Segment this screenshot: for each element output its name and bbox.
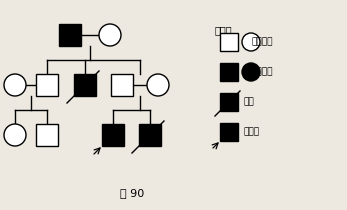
Circle shape bbox=[99, 24, 121, 46]
Bar bbox=[111, 74, 133, 96]
Text: 死亡: 死亡 bbox=[244, 97, 255, 106]
Bar bbox=[74, 74, 96, 96]
Text: 正常男女: 正常男女 bbox=[252, 38, 273, 46]
Text: 先证者: 先证者 bbox=[244, 127, 260, 136]
Bar bbox=[59, 24, 81, 46]
Bar bbox=[220, 123, 238, 141]
Bar bbox=[102, 124, 124, 146]
Bar bbox=[139, 124, 161, 146]
Circle shape bbox=[4, 124, 26, 146]
Bar bbox=[36, 124, 58, 146]
Circle shape bbox=[147, 74, 169, 96]
Text: 图例：: 图例： bbox=[215, 25, 232, 35]
Bar bbox=[220, 33, 238, 51]
Circle shape bbox=[4, 74, 26, 96]
Circle shape bbox=[242, 33, 260, 51]
Text: 患病男女: 患病男女 bbox=[252, 67, 273, 76]
Bar bbox=[36, 74, 58, 96]
Bar bbox=[220, 93, 238, 111]
Bar bbox=[220, 63, 238, 81]
Text: 图 90: 图 90 bbox=[120, 188, 144, 198]
Circle shape bbox=[242, 63, 260, 81]
